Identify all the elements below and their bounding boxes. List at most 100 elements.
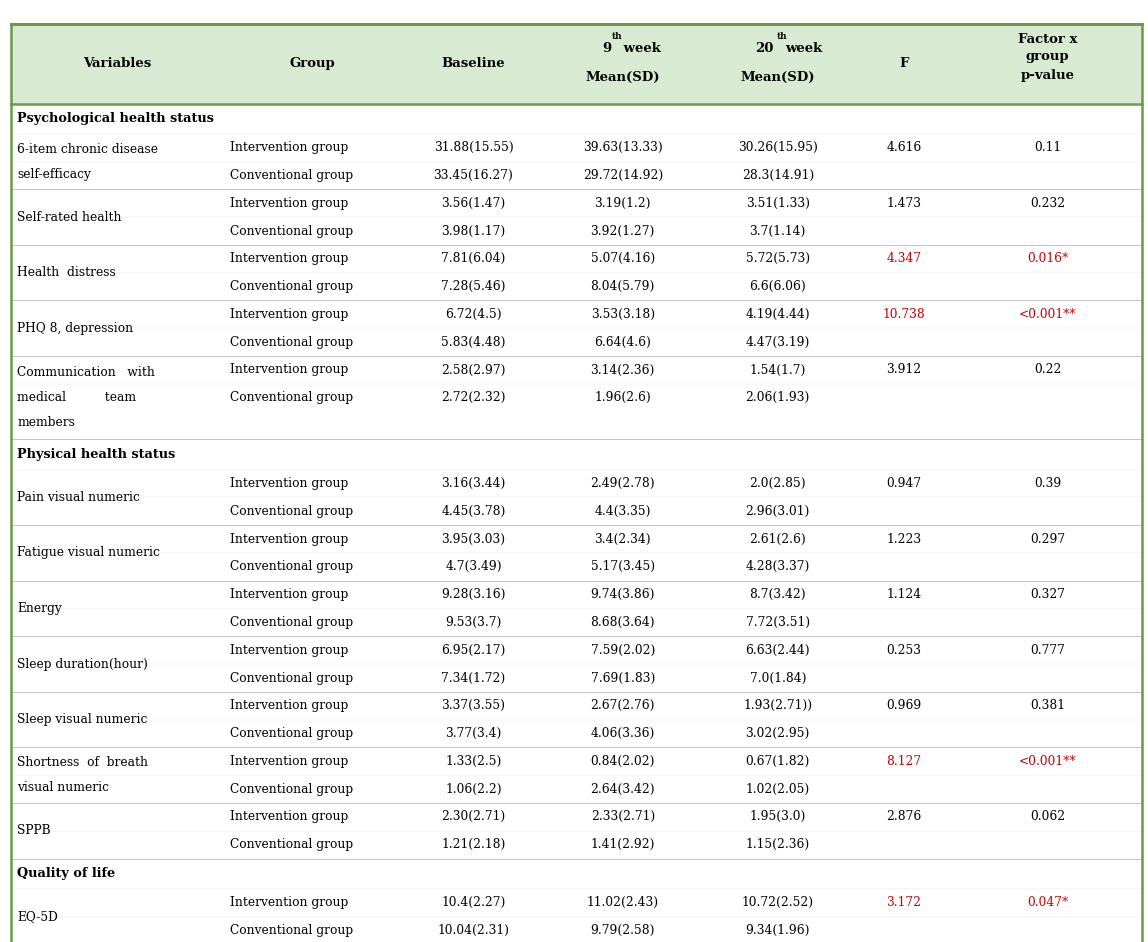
Text: Intervention group: Intervention group [230, 308, 348, 321]
Text: 5.07(4.16): 5.07(4.16) [591, 252, 654, 266]
Text: 0.11: 0.11 [1034, 141, 1061, 154]
Text: 4.28(3.37): 4.28(3.37) [745, 560, 810, 574]
Text: 3.95(3.03): 3.95(3.03) [442, 532, 505, 545]
Text: Conventional group: Conventional group [230, 169, 352, 182]
Text: Sleep visual numeric: Sleep visual numeric [17, 713, 148, 726]
Text: Conventional group: Conventional group [230, 505, 352, 518]
Text: week: week [785, 42, 822, 55]
Text: Intervention group: Intervention group [230, 588, 348, 601]
Text: 4.19(4.44): 4.19(4.44) [745, 308, 810, 321]
Text: 2.876: 2.876 [886, 810, 922, 823]
Text: 10.4(2.27): 10.4(2.27) [441, 896, 506, 909]
Text: Variables: Variables [84, 57, 152, 70]
Text: 7.81(6.04): 7.81(6.04) [441, 252, 506, 266]
Text: 1.473: 1.473 [886, 197, 922, 210]
Text: Intervention group: Intervention group [230, 699, 348, 712]
Text: visual numeric: visual numeric [17, 781, 109, 794]
Text: 9.34(1.96): 9.34(1.96) [745, 924, 810, 937]
Text: 0.327: 0.327 [1030, 588, 1065, 601]
Text: 0.969: 0.969 [886, 699, 922, 712]
Text: 0.381: 0.381 [1030, 699, 1065, 712]
Text: 1.93(2.71)): 1.93(2.71)) [743, 699, 813, 712]
Text: 20: 20 [755, 42, 774, 55]
Text: 7.59(2.02): 7.59(2.02) [590, 643, 656, 657]
Text: SPPB: SPPB [17, 824, 51, 837]
Text: 3.172: 3.172 [886, 896, 922, 909]
Text: 7.34(1.72): 7.34(1.72) [442, 672, 505, 685]
Text: 0.84(2.02): 0.84(2.02) [590, 755, 656, 768]
Text: 9.28(3.16): 9.28(3.16) [441, 588, 506, 601]
Text: Intervention group: Intervention group [230, 810, 348, 823]
Text: 7.28(5.46): 7.28(5.46) [441, 280, 506, 293]
Text: 10.72(2.52): 10.72(2.52) [742, 896, 814, 909]
Text: 1.02(2.05): 1.02(2.05) [746, 783, 809, 796]
Text: 1.96(2.6): 1.96(2.6) [595, 391, 651, 404]
Text: 3.02(2.95): 3.02(2.95) [745, 727, 810, 740]
Text: 2.72(2.32): 2.72(2.32) [441, 391, 506, 404]
Text: 7.72(3.51): 7.72(3.51) [746, 616, 809, 629]
Text: 3.912: 3.912 [886, 364, 922, 377]
Text: 7.0(1.84): 7.0(1.84) [750, 672, 806, 685]
Text: 5.83(4.48): 5.83(4.48) [441, 335, 506, 349]
Text: Intervention group: Intervention group [230, 252, 348, 266]
Text: 5.72(5.73): 5.72(5.73) [746, 252, 809, 266]
Text: Intervention group: Intervention group [230, 532, 348, 545]
Text: 0.39: 0.39 [1034, 477, 1061, 490]
Text: 8.127: 8.127 [886, 755, 922, 768]
Text: 1.124: 1.124 [886, 588, 922, 601]
Text: Conventional group: Conventional group [230, 335, 352, 349]
Text: Mean(SD): Mean(SD) [585, 72, 660, 84]
Text: 8.7(3.42): 8.7(3.42) [750, 588, 806, 601]
Text: Intervention group: Intervention group [230, 364, 348, 377]
Text: 2.61(2.6): 2.61(2.6) [750, 532, 806, 545]
Text: Psychological health status: Psychological health status [17, 112, 214, 125]
Text: 1.21(2.18): 1.21(2.18) [441, 838, 506, 852]
Text: 2.64(3.42): 2.64(3.42) [590, 783, 656, 796]
Text: 31.88(15.55): 31.88(15.55) [434, 141, 513, 154]
Text: 1.54(1.7): 1.54(1.7) [750, 364, 806, 377]
Text: 2.58(2.97): 2.58(2.97) [441, 364, 506, 377]
Text: 0.947: 0.947 [886, 477, 922, 490]
Text: 3.19(1.2): 3.19(1.2) [595, 197, 651, 210]
Text: 10.04(2.31): 10.04(2.31) [437, 924, 510, 937]
Text: 1.41(2.92): 1.41(2.92) [590, 838, 656, 852]
Text: 9: 9 [602, 42, 612, 55]
Text: 0.232: 0.232 [1030, 197, 1065, 210]
Text: Pain visual numeric: Pain visual numeric [17, 491, 140, 504]
Text: 9.74(3.86): 9.74(3.86) [590, 588, 656, 601]
Text: 3.56(1.47): 3.56(1.47) [442, 197, 505, 210]
Text: 4.7(3.49): 4.7(3.49) [445, 560, 502, 574]
Text: 4.06(3.36): 4.06(3.36) [590, 727, 656, 740]
Text: 2.0(2.85): 2.0(2.85) [750, 477, 806, 490]
Text: 29.72(14.92): 29.72(14.92) [583, 169, 662, 182]
Text: 1.223: 1.223 [886, 532, 922, 545]
Text: 4.4(3.35): 4.4(3.35) [595, 505, 651, 518]
Text: 7.69(1.83): 7.69(1.83) [590, 672, 656, 685]
Text: Intervention group: Intervention group [230, 477, 348, 490]
Text: Conventional group: Conventional group [230, 727, 352, 740]
Text: 1.33(2.5): 1.33(2.5) [445, 755, 502, 768]
Text: 3.14(2.36): 3.14(2.36) [590, 364, 656, 377]
Text: 4.347: 4.347 [886, 252, 922, 266]
Text: th: th [776, 32, 788, 41]
Text: Fatigue visual numeric: Fatigue visual numeric [17, 546, 160, 560]
Text: 8.68(3.64): 8.68(3.64) [590, 616, 656, 629]
Text: 30.26(15.95): 30.26(15.95) [738, 141, 817, 154]
Text: Conventional group: Conventional group [230, 838, 352, 852]
Text: Communication   with: Communication with [17, 366, 155, 380]
Text: 0.777: 0.777 [1030, 643, 1065, 657]
Text: 6.63(2.44): 6.63(2.44) [745, 643, 810, 657]
Text: Conventional group: Conventional group [230, 391, 352, 404]
Text: Group: Group [290, 57, 335, 70]
Text: 4.47(3.19): 4.47(3.19) [745, 335, 810, 349]
Text: <0.001**: <0.001** [1018, 308, 1077, 321]
Text: PHQ 8, depression: PHQ 8, depression [17, 322, 133, 334]
Text: Quality of life: Quality of life [17, 868, 116, 880]
Text: 3.7(1.14): 3.7(1.14) [750, 224, 806, 237]
Text: 0.22: 0.22 [1034, 364, 1061, 377]
Text: Factor x: Factor x [1018, 33, 1077, 45]
Text: 9.79(2.58): 9.79(2.58) [590, 924, 656, 937]
Text: Intervention group: Intervention group [230, 643, 348, 657]
Text: p-value: p-value [1021, 70, 1075, 82]
Text: Mean(SD): Mean(SD) [740, 72, 815, 84]
